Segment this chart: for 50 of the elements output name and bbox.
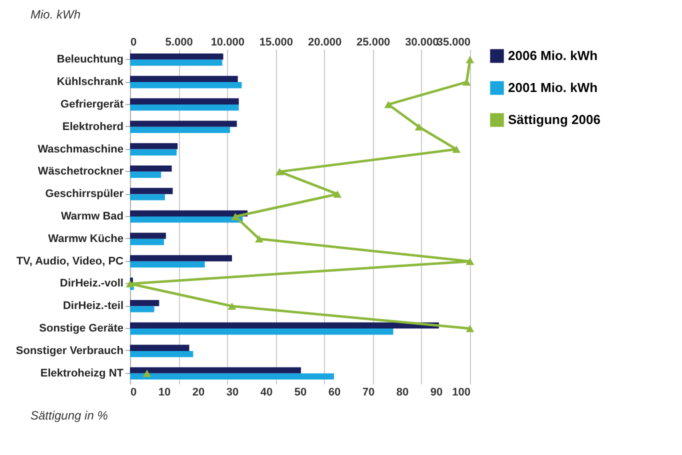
x2-tick-label: 15.000 [259,36,294,48]
x-tick-label: 10 [158,386,171,398]
y-tick-label: Geschirrspüler [45,188,124,200]
y-tick-label: Elektroheizg NT [40,367,124,380]
x-tick-label: 100 [452,386,470,398]
point [466,324,474,332]
x-tick-label: 20 [192,386,205,398]
x-tick-label: 0 [130,386,137,398]
x-tick-label: 70 [362,386,375,398]
y-tick-label: DirHeiz.-teil [62,300,124,312]
legend-label: 2006 Mio. kWh [508,48,598,63]
point [255,235,264,243]
x-tick-label: 60 [328,386,341,398]
x2-axis-title: Mio. kWh [30,8,81,22]
y-tick-label: Elektroherd [62,120,124,133]
point [126,280,134,288]
y-tick-label: Warmw Bad [60,210,124,222]
legend-label: 2001 Mio. kWh [508,80,598,95]
x2-tick-label: 5.000 [165,36,193,48]
y-tick-label: Waschmaschine [38,143,124,156]
y-tick-label: Kühlschrank [56,76,124,88]
point [466,258,474,265]
y-tick-label: Wäschetrockner [38,166,124,178]
x-axis-title: Sättigung in % [30,408,108,422]
point [414,123,424,130]
y-tick-label: Sonstiger Verbrauch [16,344,124,357]
x2-tick-label: 10.000 [210,36,244,48]
point [228,302,236,310]
point [466,56,474,64]
x2-tick-label: 30.000 [405,36,439,48]
y-tick-label: DirHeiz.-voll [60,278,124,290]
x2-tick-label: 20.000 [308,36,342,48]
point [452,146,461,153]
y-tick-label: Warmw Küche [48,232,124,245]
x-tick-label: 50 [294,386,307,398]
x2-tick-label: 35.000 [436,36,470,48]
x-tick-label: 80 [396,386,409,398]
legend-label: Sättigung 2006 [508,112,600,127]
y-tick-label: Gefriergerät [60,98,124,110]
x-tick-label: 30 [226,386,239,398]
y-tick-label: Beleuchtung [56,54,124,66]
y-tick-label: TV, Audio, Video, PC [16,255,124,268]
y-tick-label: Sonstige Geräte [39,322,124,335]
point [275,168,284,176]
point [333,190,342,198]
x2-tick-label: 25.000 [356,36,390,48]
x-tick-label: 40 [260,386,273,398]
x2-tick-label: 0 [130,36,137,48]
point [142,370,152,377]
x-tick-label: 90 [430,386,443,398]
